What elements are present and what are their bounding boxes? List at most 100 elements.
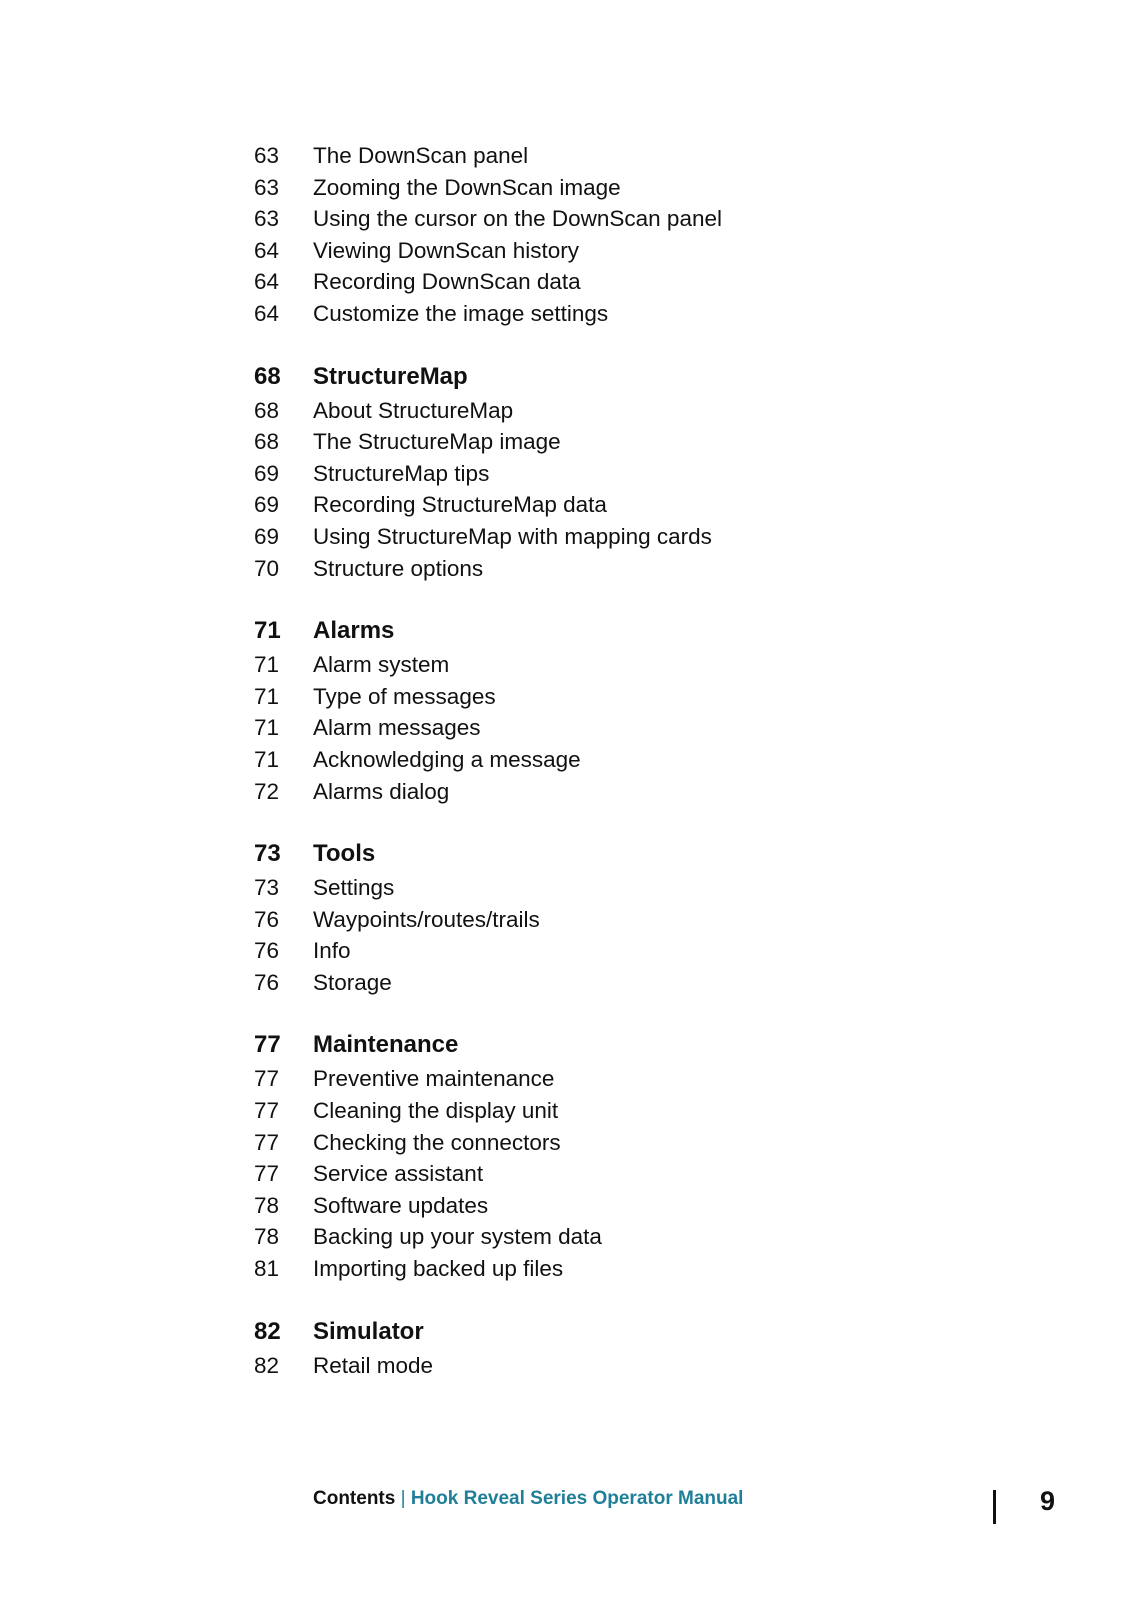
toc-page-number: 63 xyxy=(254,174,280,200)
toc-entry[interactable]: 78 Backing up your system data xyxy=(254,1221,954,1253)
toc-page-number: 71 xyxy=(254,746,280,772)
toc-entry[interactable]: 69 StructureMap tips xyxy=(254,458,954,490)
toc-page-number: 76 xyxy=(254,938,280,964)
toc-entry[interactable]: 77 Service assistant xyxy=(254,1158,954,1190)
toc-entry[interactable]: 63 Zooming the DownScan image xyxy=(254,172,954,204)
toc-page-number: 82 xyxy=(254,1352,280,1378)
toc-title: The DownScan panel xyxy=(313,143,529,168)
toc-page-number: 76 xyxy=(254,906,280,932)
toc-entry[interactable]: 76 Waypoints/routes/trails xyxy=(254,904,954,936)
toc-section: 63 The DownScan panel 63 Zooming the DownSc… xyxy=(254,140,954,330)
toc-page-number: 73 xyxy=(254,875,280,901)
toc-entry[interactable]: 70 Structure options xyxy=(254,553,954,585)
toc-page-number: 71 xyxy=(254,652,280,678)
toc-page-number: 69 xyxy=(254,492,280,518)
toc-page-number: 77 xyxy=(254,1066,280,1092)
toc-entry[interactable]: 82 Retail mode xyxy=(254,1350,954,1382)
toc-entry[interactable]: 69 Recording StructureMap data xyxy=(254,489,954,521)
toc-page-number: 71 xyxy=(254,715,280,741)
toc-entry[interactable]: 76 Info xyxy=(254,935,954,967)
toc-title: Maintenance xyxy=(313,1031,459,1059)
toc-page-number: 77 xyxy=(254,1031,281,1059)
toc-title: Retail mode xyxy=(313,1352,434,1378)
toc-entry[interactable]: 64 Viewing DownScan history xyxy=(254,235,954,267)
toc-title: Simulator xyxy=(313,1317,424,1345)
page-number: 9 xyxy=(1040,1486,1056,1516)
toc-entry[interactable]: 81 Importing backed up files xyxy=(254,1253,954,1285)
toc-title: Type of messages xyxy=(313,683,496,709)
toc-title: Customize the image settings xyxy=(313,300,609,326)
toc-title: Acknowledging a message xyxy=(313,746,581,772)
toc-chapter-heading[interactable]: 73 Tools xyxy=(254,835,954,872)
toc-page-number: 64 xyxy=(254,237,280,263)
toc-entry[interactable]: 71 Alarm system xyxy=(254,649,954,681)
toc-entry[interactable]: 78 Software updates xyxy=(254,1190,954,1222)
toc-entry[interactable]: 68 About StructureMap xyxy=(254,395,954,427)
toc-page-number: 64 xyxy=(254,300,280,326)
toc-entry[interactable]: 76 Storage xyxy=(254,967,954,999)
toc-title: StructureMap xyxy=(313,362,468,390)
toc-chapter-heading[interactable]: 82 Simulator xyxy=(254,1313,954,1350)
toc-entry[interactable]: 72 Alarms dialog xyxy=(254,776,954,808)
toc-title: Preventive maintenance xyxy=(313,1066,555,1092)
toc-title: Software updates xyxy=(313,1192,489,1218)
toc-page-number: 76 xyxy=(254,969,280,995)
toc-page-number: 63 xyxy=(254,143,280,168)
footer-section: Contents xyxy=(313,1488,396,1509)
toc-page-number: 73 xyxy=(254,840,281,868)
toc-entry[interactable]: 64 Customize the image settings xyxy=(254,298,954,330)
toc-title: Using StructureMap with mapping cards xyxy=(313,523,712,549)
toc-entry[interactable]: 69 Using StructureMap with mapping cards xyxy=(254,521,954,553)
toc-chapter-heading[interactable]: 77 Maintenance xyxy=(254,1026,954,1063)
toc-section: 68 StructureMap 68 About StructureMap 68 The … xyxy=(254,358,954,585)
toc-title: Settings xyxy=(313,875,395,901)
toc-title: StructureMap tips xyxy=(313,460,490,486)
toc-entry[interactable]: 73 Settings xyxy=(254,872,954,904)
toc-page-number: 77 xyxy=(254,1098,280,1124)
toc-title: Info xyxy=(313,938,351,964)
toc-title: Using the cursor on the DownScan panel xyxy=(313,206,722,232)
toc-title: Importing backed up files xyxy=(313,1256,564,1282)
toc-title: Tools xyxy=(313,840,376,868)
toc-page-number: 69 xyxy=(254,460,280,486)
toc-title: Alarm messages xyxy=(313,715,481,741)
toc-title: About StructureMap xyxy=(313,397,514,423)
toc-entry[interactable]: 77 Preventive maintenance xyxy=(254,1063,954,1095)
toc-entry[interactable]: 77 Cleaning the display unit xyxy=(254,1095,954,1127)
toc-title: Alarms dialog xyxy=(313,778,450,804)
toc-section: 73 Tools 73 Settings 76 Waypoints/routes/trai… xyxy=(254,835,954,998)
toc-title: The StructureMap image xyxy=(313,429,561,455)
toc-page-number: 78 xyxy=(254,1224,280,1250)
toc-section: 77 Maintenance 77 Preventive maintenance 77 C… xyxy=(254,1026,954,1284)
toc-title: Cleaning the display unit xyxy=(313,1098,559,1124)
toc-entry[interactable]: 77 Checking the connectors xyxy=(254,1127,954,1159)
toc-title: Waypoints/routes/trails xyxy=(313,906,540,932)
toc-entry[interactable]: 63 Using the cursor on the DownScan panel xyxy=(254,203,954,235)
toc-entry[interactable]: 68 The StructureMap image xyxy=(254,426,954,458)
toc-title: Recording StructureMap data xyxy=(313,492,607,518)
toc-page-number: 63 xyxy=(254,206,280,232)
toc-page-number: 78 xyxy=(254,1192,280,1218)
toc-chapter-heading[interactable]: 71 Alarms xyxy=(254,612,954,649)
page-number-divider xyxy=(993,1490,996,1524)
toc-entry[interactable]: 71 Alarm messages xyxy=(254,712,954,744)
toc-page-number: 82 xyxy=(254,1317,281,1345)
toc-title: Structure options xyxy=(313,555,484,581)
footer-separator: | xyxy=(400,1488,406,1509)
toc-title: Storage xyxy=(313,969,392,995)
toc-entry[interactable]: 64 Recording DownScan data xyxy=(254,266,954,298)
toc-page-number: 81 xyxy=(254,1256,280,1282)
toc-chapter-heading[interactable]: 68 StructureMap xyxy=(254,358,954,395)
table-of-contents: 63 The DownScan panel 63 Zooming the DownSc… xyxy=(254,140,954,1409)
toc-page-number: 69 xyxy=(254,523,280,549)
toc-title: Zooming the DownScan image xyxy=(313,174,621,200)
footer: Contents | Hook Reveal Series Operator M… xyxy=(313,1488,743,1510)
toc-entry[interactable]: 71 Type of messages xyxy=(254,681,954,713)
toc-entry[interactable]: 71 Acknowledging a message xyxy=(254,744,954,776)
toc-page-number: 68 xyxy=(254,397,280,423)
toc-page-number: 71 xyxy=(254,683,280,709)
toc-title: Alarms xyxy=(313,617,395,645)
toc-title: Backing up your system data xyxy=(313,1224,602,1250)
toc-entry[interactable]: 63 The DownScan panel xyxy=(254,140,954,172)
toc-page-number: 64 xyxy=(254,269,280,295)
